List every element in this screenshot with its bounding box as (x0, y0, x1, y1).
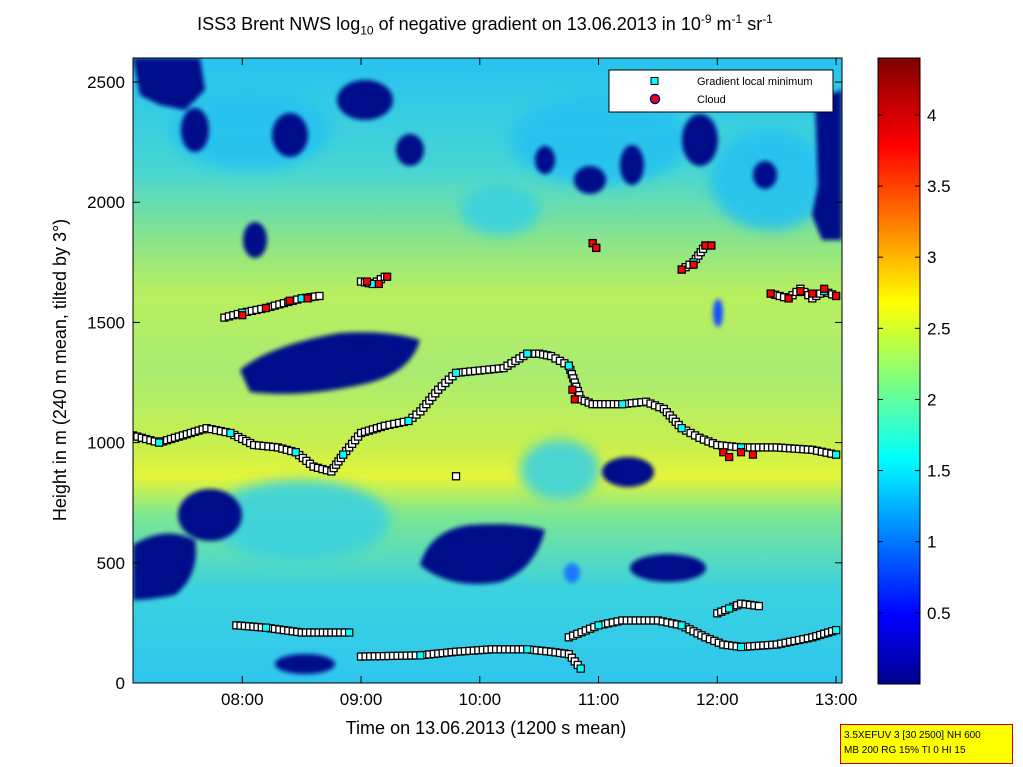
x-axis: 08:00 09:00 10:00 11:00 12:00 13:00 (221, 58, 857, 709)
gradient-minimum-marker-cyan (523, 645, 532, 654)
gradient-minimum-marker (754, 601, 764, 611)
gradient-minimum-marker-cyan (832, 450, 841, 459)
chart-title: ISS3 Brent NWS log10 of negative gradien… (197, 12, 773, 38)
gradient-minimum-marker-cyan (452, 368, 461, 377)
cloud-marker (568, 385, 577, 394)
low-value-patches (133, 58, 842, 674)
cloud-marker (383, 272, 392, 281)
gradient-minimum-marker-cyan (737, 642, 746, 651)
cloud-marker (725, 452, 734, 462)
colorbar (877, 57, 921, 685)
legend-entry-label: Cloud (697, 94, 726, 106)
heatmap-field (133, 58, 842, 683)
gradient-minimum-marker-cyan (725, 604, 734, 613)
cloud-marker (592, 243, 601, 253)
colorbar-tick-label: 1.5 (927, 462, 951, 481)
gradient-minimum-marker-cyan (291, 448, 300, 457)
cloud-marker (303, 294, 312, 303)
gradient-minimum-marker-cyan (155, 438, 164, 447)
cloud-markers (238, 238, 841, 462)
x-axis-label: Time on 13.06.2013 (1200 s mean) (346, 718, 627, 738)
colorbar-tick-label: 3 (927, 248, 936, 267)
cloud-marker (831, 291, 841, 301)
cloud-marker (362, 277, 372, 286)
y-tick-label: 1500 (87, 313, 125, 332)
cloud-marker (820, 284, 829, 293)
cloud-marker (689, 260, 698, 269)
x-tick-label: 11:00 (578, 690, 619, 709)
y-tick-label: 0 (116, 674, 125, 693)
gradient-minimum-marker (451, 472, 461, 481)
gradient-minimum-markers (133, 238, 841, 673)
colorbar-tick-label: 2.5 (927, 319, 951, 338)
x-tick-label: 10:00 (459, 690, 502, 709)
plot-frame (132, 57, 843, 684)
gradient-minimum-marker-cyan (594, 621, 603, 630)
colorbar-tick-label: 0.5 (927, 604, 951, 623)
gradient-minimum-marker-cyan (576, 664, 585, 673)
x-tick-label: 12:00 (696, 690, 739, 709)
cloud-marker (285, 296, 294, 305)
cloud-marker (677, 265, 686, 274)
gradient-minimum-marker-cyan (523, 349, 532, 358)
cloud-marker (374, 279, 383, 289)
legend-entry-label: Gradient local minimum (697, 76, 813, 88)
cloud-marker (719, 448, 728, 457)
gradient-minimum-marker-cyan (345, 628, 354, 637)
legend: Gradient local minimum Cloud (608, 69, 834, 113)
cloud-marker (570, 395, 579, 404)
gradient-minimum-marker-cyan (677, 424, 686, 433)
gradient-minimum-marker-cyan (677, 621, 686, 630)
gradient-minimum-marker-cyan (339, 450, 348, 459)
cloud-marker (261, 303, 271, 313)
y-axis: 0 500 1000 1500 2000 2500 (87, 73, 842, 693)
colorbar-ticks: 0.5 1 1.5 2 2.5 3 3.5 4 (878, 106, 951, 623)
gradient-minimum-marker-cyan (226, 429, 235, 437)
cloud-marker (736, 448, 746, 457)
legend-marker-square (650, 77, 659, 85)
y-tick-label: 500 (97, 554, 125, 573)
cloud-marker (808, 289, 817, 298)
gradient-minimum-marker-cyan (564, 361, 573, 370)
x-tick-label: 08:00 (221, 690, 264, 709)
cloud-marker (796, 287, 805, 296)
gradient-minimum-marker-cyan (404, 416, 413, 425)
info-line-2: MB 200 RG 15% TI 0 HI 15 (844, 745, 966, 756)
gradient-minimum-marker-cyan (262, 623, 271, 632)
cloud-marker (707, 241, 716, 250)
y-tick-label: 1000 (87, 434, 125, 453)
legend-box (608, 69, 834, 113)
gradient-minimum-marker-cyan (618, 400, 627, 409)
y-tick-label: 2000 (87, 193, 125, 212)
colorbar-tick-label: 1 (927, 533, 936, 552)
cloud-marker (784, 294, 793, 303)
x-tick-label: 13:00 (815, 690, 858, 709)
y-axis-label: Height in m (240 m mean, tilted by 3°) (50, 219, 70, 521)
gradient-minimum-marker-cyan (416, 651, 425, 660)
cloud-marker (238, 311, 247, 320)
gradient-minimum-marker (315, 291, 324, 301)
colorbar-tick-label: 2 (927, 390, 936, 409)
x-tick-label: 09:00 (340, 690, 383, 709)
y-tick-label: 2500 (87, 73, 125, 92)
gradient-minimum-marker-cyan (832, 626, 841, 635)
info-line-1: 3.5XEFUV 3 [30 2500] NH 600 (844, 730, 981, 741)
cloud-marker (748, 450, 758, 459)
settings-info-box: 3.5XEFUV 3 [30 2500] NH 600 MB 200 RG 15… (840, 724, 1013, 764)
cloud-marker (766, 289, 775, 298)
legend-marker-circle (649, 93, 661, 105)
colorbar-tick-label: 4 (927, 106, 936, 125)
colorbar-tick-label: 3.5 (927, 177, 951, 196)
